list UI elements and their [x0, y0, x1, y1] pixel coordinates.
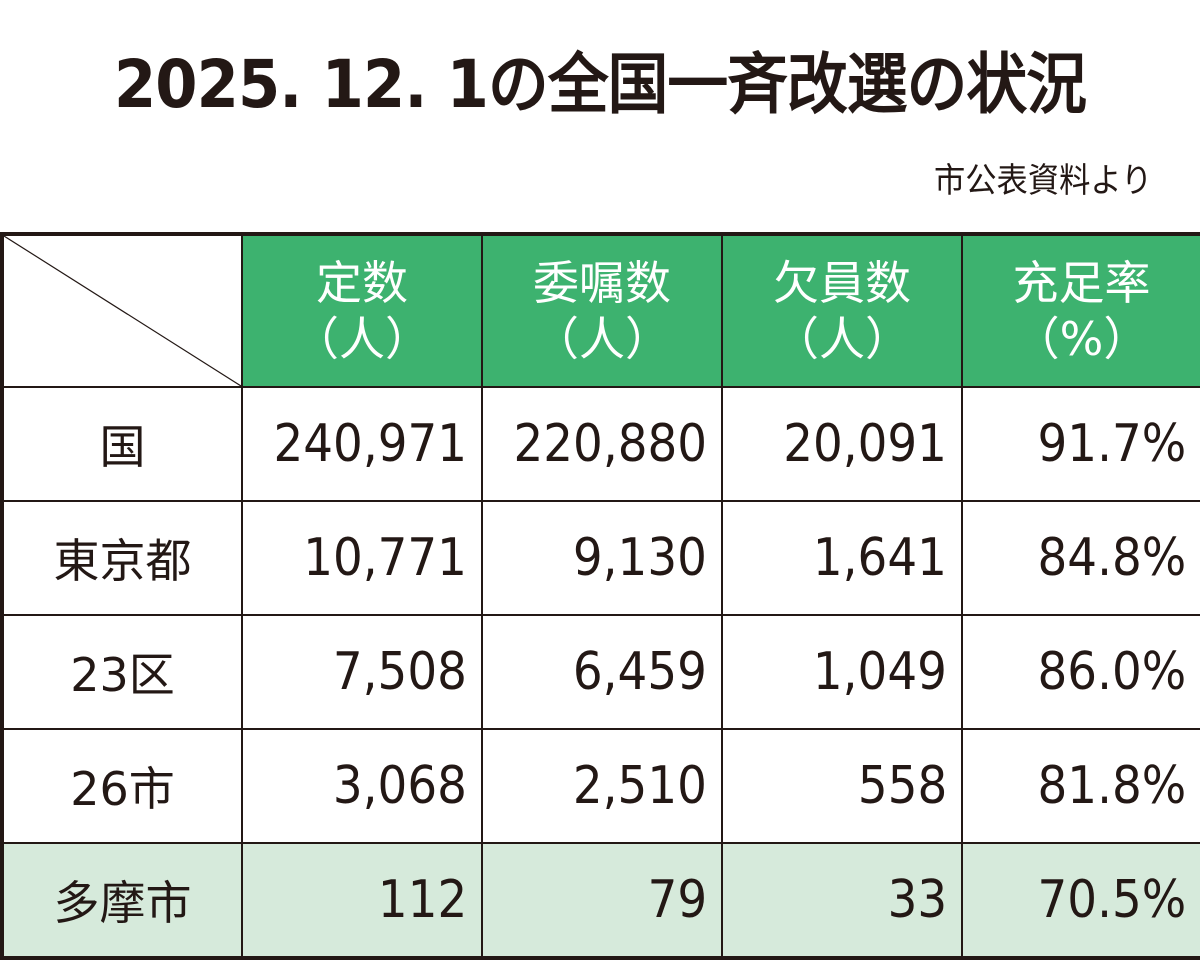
header-unit: （%） [1013, 312, 1150, 366]
header-ketsuin: 欠員数 （人） [721, 233, 963, 388]
cell-rate: 86.0% [961, 614, 1200, 730]
cell-value: 240,971 [273, 414, 467, 474]
cell-ketsuin: 558 [721, 728, 963, 844]
header-label: 委嘱数 [533, 256, 671, 310]
cell-value: 33 [887, 870, 947, 930]
cell-value: 558 [857, 756, 947, 816]
header-unit: （人） [773, 312, 911, 366]
status-table: 定数 （人） 委嘱数 （人） 欠員数 （人） 充足率 （%） 国 240,971… [0, 232, 1200, 960]
header-rate: 充足率 （%） [961, 233, 1200, 388]
cell-value: 91.7% [1037, 414, 1186, 474]
row-label: 東京都 [1, 500, 243, 616]
cell-value: 10,771 [303, 528, 467, 588]
table-row: 東京都 10,771 9,130 1,641 84.8% [1, 500, 1200, 616]
table-row: 国 240,971 220,880 20,091 91.7% [1, 386, 1200, 502]
table-row: 26市 3,068 2,510 558 81.8% [1, 728, 1200, 844]
header-label: 定数 [316, 256, 408, 310]
cell-value: 84.8% [1037, 528, 1186, 588]
cell-rate: 91.7% [961, 386, 1200, 502]
cell-value: 20,091 [783, 414, 947, 474]
cell-ishoku: 6,459 [481, 614, 723, 730]
cell-value: 1,641 [813, 528, 947, 588]
page-title: 2025. 12. 1の全国一斉改選の状況 [113, 46, 1087, 123]
cell-teisu: 10,771 [241, 500, 483, 616]
cell-ketsuin: 20,091 [721, 386, 963, 502]
row-label: 国 [1, 386, 243, 502]
diagonal-line-icon [4, 236, 241, 386]
row-label-text: 26市 [70, 762, 175, 816]
source-note: 市公表資料より [933, 161, 1152, 201]
cell-ketsuin: 1,641 [721, 500, 963, 616]
cell-rate: 81.8% [961, 728, 1200, 844]
cell-teisu: 240,971 [241, 386, 483, 502]
cell-teisu: 112 [241, 842, 483, 959]
header-label: 欠員数 [773, 256, 911, 310]
cell-ishoku: 2,510 [481, 728, 723, 844]
cell-value: 1,049 [813, 642, 947, 702]
header-teisu: 定数 （人） [241, 233, 483, 388]
table-row: 23区 7,508 6,459 1,049 86.0% [1, 614, 1200, 730]
row-label-text: 東京都 [53, 534, 192, 588]
header-ishoku: 委嘱数 （人） [481, 233, 723, 388]
table-row-highlighted: 多摩市 112 79 33 70.5% [1, 842, 1200, 959]
cell-ishoku: 9,130 [481, 500, 723, 616]
cell-ishoku: 79 [481, 842, 723, 959]
cell-value: 7,508 [333, 642, 467, 702]
row-label: 26市 [1, 728, 243, 844]
cell-value: 2,510 [573, 756, 707, 816]
cell-value: 3,068 [333, 756, 467, 816]
cell-ketsuin: 1,049 [721, 614, 963, 730]
cell-value: 86.0% [1037, 642, 1186, 702]
cell-ketsuin: 33 [721, 842, 963, 959]
header-unit: （人） [293, 312, 431, 366]
row-label: 多摩市 [1, 842, 243, 959]
header-unit: （人） [533, 312, 671, 366]
row-label: 23区 [1, 614, 243, 730]
cell-teisu: 3,068 [241, 728, 483, 844]
cell-value: 112 [377, 870, 467, 930]
row-label-text: 多摩市 [53, 876, 192, 930]
cell-value: 220,880 [513, 414, 707, 474]
row-label-text: 23区 [70, 648, 175, 702]
header-label: 充足率 [1012, 256, 1151, 310]
cell-value: 81.8% [1037, 756, 1186, 816]
cell-value: 79 [647, 870, 707, 930]
corner-cell [1, 233, 243, 388]
row-label-text: 国 [99, 420, 146, 474]
cell-rate: 70.5% [961, 842, 1200, 959]
cell-teisu: 7,508 [241, 614, 483, 730]
cell-value: 6,459 [573, 642, 707, 702]
header-row: 定数 （人） 委嘱数 （人） 欠員数 （人） 充足率 （%） [1, 233, 1200, 388]
cell-ishoku: 220,880 [481, 386, 723, 502]
cell-value: 9,130 [573, 528, 707, 588]
cell-value: 70.5% [1037, 870, 1186, 930]
cell-rate: 84.8% [961, 500, 1200, 616]
